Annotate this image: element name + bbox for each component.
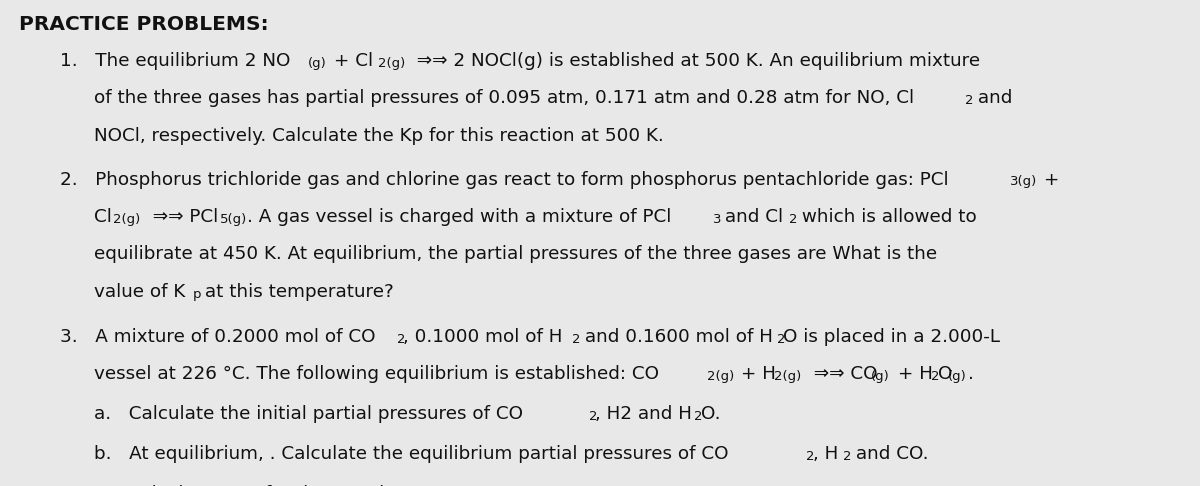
Text: 2: 2 [842, 450, 852, 463]
Text: at this temperature?: at this temperature? [199, 283, 394, 301]
Text: (g): (g) [948, 370, 967, 383]
Text: , 0.1000 mol of H: , 0.1000 mol of H [403, 328, 563, 346]
Text: O.: O. [701, 405, 721, 423]
Text: Cl: Cl [94, 208, 112, 226]
Text: 2: 2 [776, 333, 785, 346]
Text: + H: + H [892, 365, 932, 383]
Text: 2: 2 [695, 410, 703, 423]
Text: ⇒⇒ CO: ⇒⇒ CO [802, 365, 877, 383]
Text: and: and [972, 89, 1012, 107]
Text: ⇒⇒ PCl: ⇒⇒ PCl [140, 208, 218, 226]
Text: and CO.: and CO. [850, 445, 929, 463]
Text: p: p [192, 288, 202, 301]
Text: and Cl: and Cl [720, 208, 784, 226]
Text: 2: 2 [396, 333, 406, 346]
Text: O is placed in a 2.000-L: O is placed in a 2.000-L [784, 328, 1001, 346]
Text: vessel at 226 °C. The following equilibrium is established: CO: vessel at 226 °C. The following equilibr… [94, 365, 659, 383]
Text: ⇒⇒ 2 NOCl(g) is established at 500 K. An equilibrium mixture: ⇒⇒ 2 NOCl(g) is established at 500 K. An… [404, 52, 980, 70]
Text: 3(g): 3(g) [1010, 175, 1038, 189]
Text: O: O [938, 365, 953, 383]
Text: for the reaction.: for the reaction. [259, 485, 413, 486]
Text: 2.   Phosphorus trichloride gas and chlorine gas react to form phosphorus pentac: 2. Phosphorus trichloride gas and chlori… [60, 171, 949, 189]
Text: 2: 2 [589, 410, 598, 423]
Text: 2: 2 [965, 94, 973, 107]
Text: , H2 and H: , H2 and H [595, 405, 692, 423]
Text: (g): (g) [307, 57, 326, 70]
Text: NOCl, respectively. Calculate the Kp for this reaction at 500 K.: NOCl, respectively. Calculate the Kp for… [94, 127, 664, 145]
Text: PRACTICE PROBLEMS:: PRACTICE PROBLEMS: [19, 15, 269, 34]
Text: 5(g): 5(g) [220, 213, 247, 226]
Text: and 0.1600 mol of H: and 0.1600 mol of H [578, 328, 773, 346]
Text: 2: 2 [571, 333, 581, 346]
Text: of the three gases has partial pressures of 0.095 atm, 0.171 atm and 0.28 atm fo: of the three gases has partial pressures… [94, 89, 913, 107]
Text: equilibrate at 450 K. At equilibrium, the partial pressures of the three gases a: equilibrate at 450 K. At equilibrium, th… [94, 245, 937, 263]
Text: + H: + H [734, 365, 775, 383]
Text: 2(g): 2(g) [708, 370, 734, 383]
Text: value of K: value of K [94, 283, 185, 301]
Text: a.   Calculate the initial partial pressures of CO: a. Calculate the initial partial pressur… [94, 405, 523, 423]
Text: c.   Calculate K: c. Calculate K [94, 485, 230, 486]
Text: 2: 2 [788, 213, 797, 226]
Text: (g): (g) [871, 370, 889, 383]
Text: 2: 2 [806, 450, 815, 463]
Text: 3.   A mixture of 0.2000 mol of CO: 3. A mixture of 0.2000 mol of CO [60, 328, 376, 346]
Text: 2(g): 2(g) [378, 57, 404, 70]
Text: + Cl: + Cl [328, 52, 373, 70]
Text: 2(g): 2(g) [114, 213, 140, 226]
Text: , H: , H [814, 445, 839, 463]
Text: 1.   The equilibrium 2 NO: 1. The equilibrium 2 NO [60, 52, 290, 70]
Text: 2: 2 [931, 370, 940, 383]
Text: which is allowed to: which is allowed to [796, 208, 977, 226]
Text: b.   At equilibrium, . Calculate the equilibrium partial pressures of CO: b. At equilibrium, . Calculate the equil… [94, 445, 728, 463]
Text: .: . [968, 365, 974, 383]
Text: 2(g): 2(g) [774, 370, 802, 383]
Text: . A gas vessel is charged with a mixture of PCl: . A gas vessel is charged with a mixture… [247, 208, 672, 226]
Text: +: + [1038, 171, 1060, 189]
Text: 3: 3 [713, 213, 721, 226]
